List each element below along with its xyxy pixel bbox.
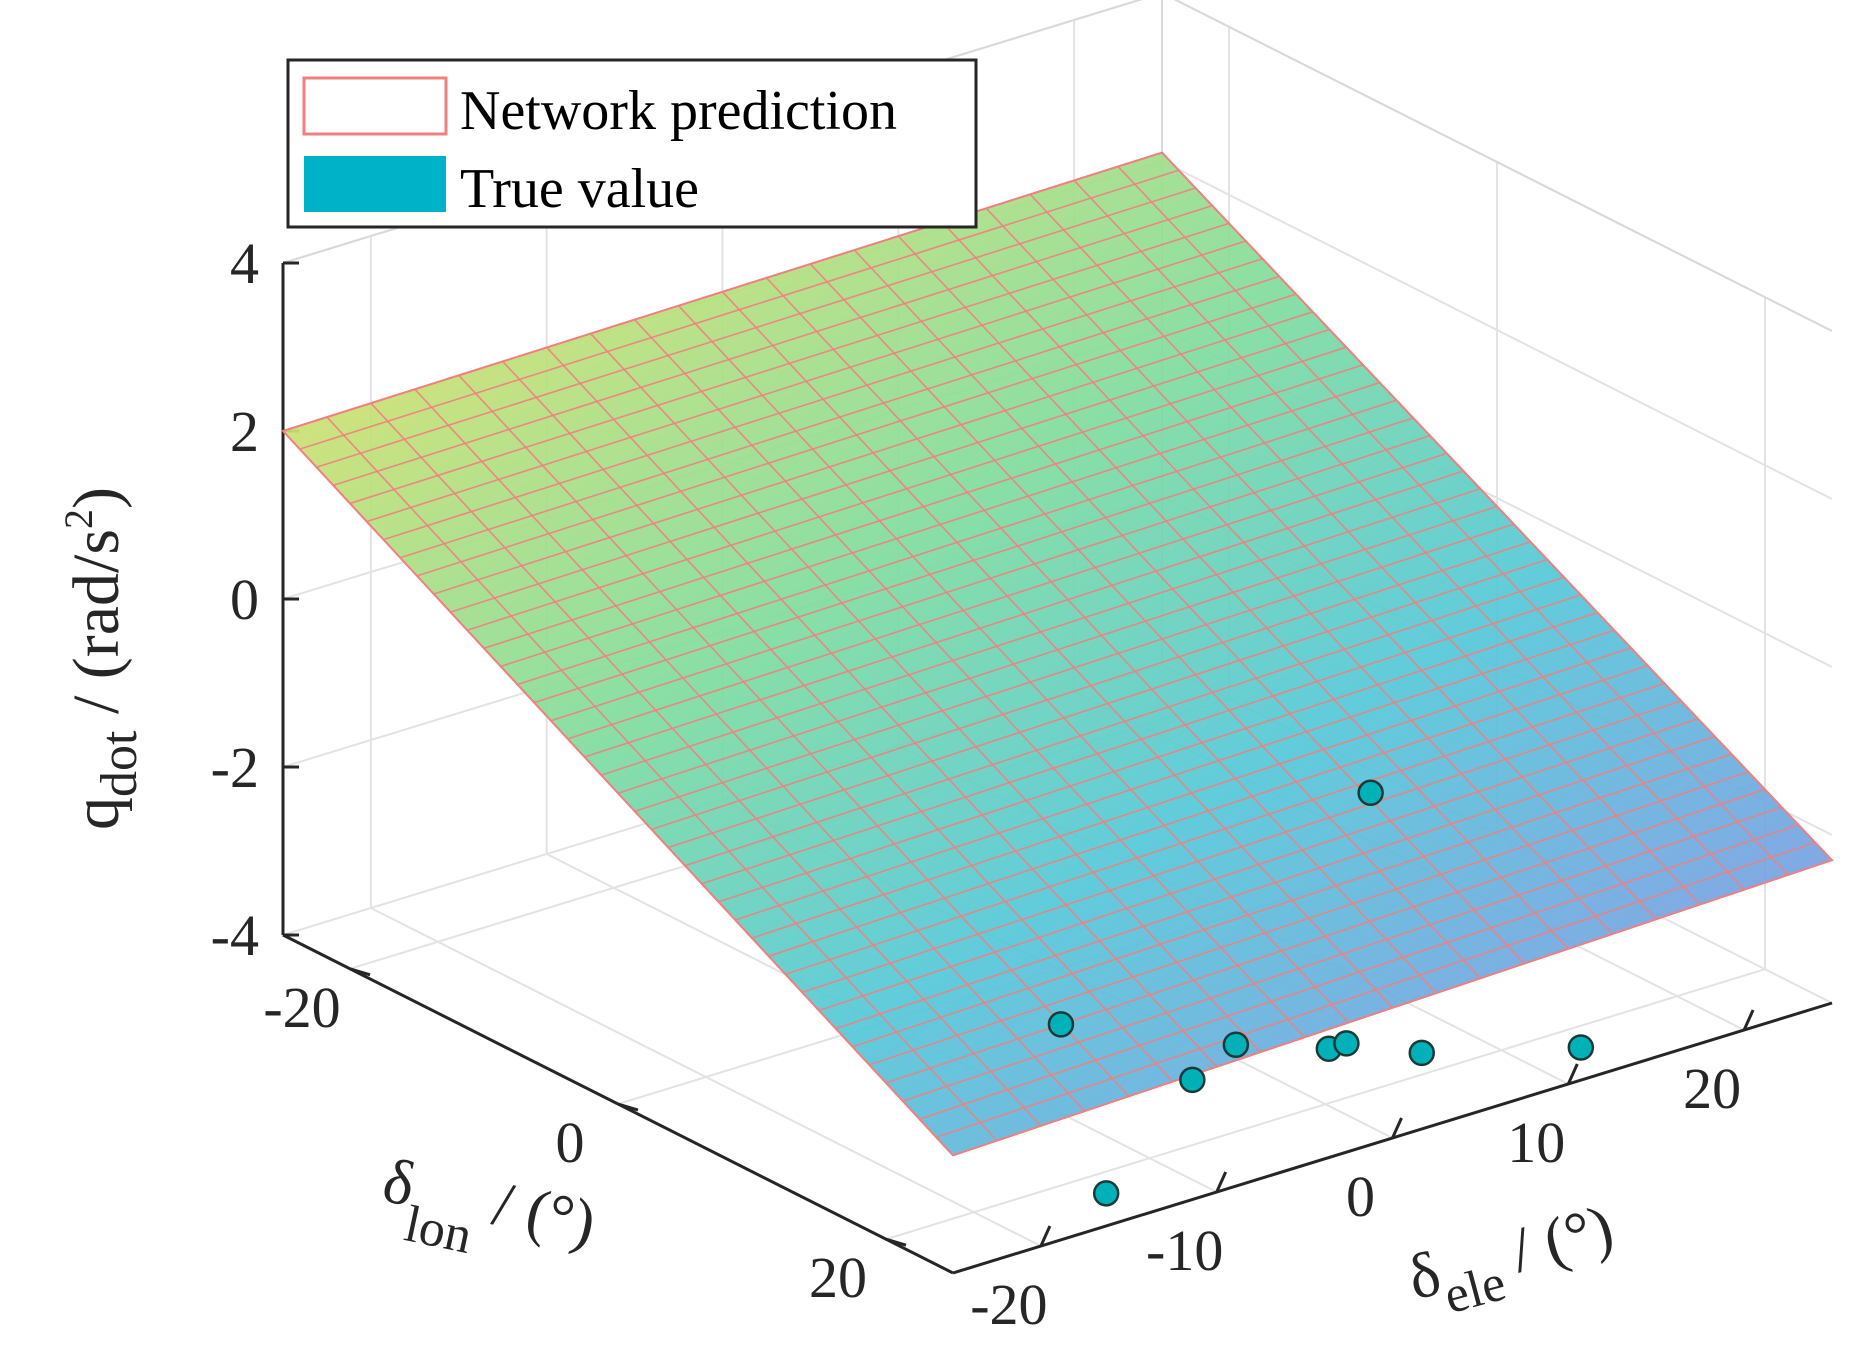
- legend-box: [286, 58, 978, 229]
- true-value-point: [1222, 1031, 1250, 1058]
- surface-mesh-line: [383, 257, 1263, 541]
- true-value-point: [1357, 779, 1384, 807]
- surface-mesh-line: [835, 735, 1716, 1030]
- surface-mesh-line: [617, 505, 1498, 794]
- surface-mesh-line: [701, 594, 1581, 885]
- y-tick-label: 0: [556, 1110, 585, 1175]
- axes: [281, 261, 1833, 1275]
- surface-mesh-line: [919, 824, 1799, 1120]
- x-tick-label: -10: [1146, 1218, 1223, 1283]
- true-value-point: [1333, 1030, 1360, 1057]
- box-edge: [1173, 0, 1833, 332]
- surface-fill: [281, 151, 1834, 1157]
- surface-mesh-line: [952, 859, 1833, 1157]
- surface-mesh-line: [517, 399, 1397, 686]
- surface-mesh-line: [550, 434, 1431, 722]
- x-tick-label: 20: [1683, 1056, 1741, 1121]
- z-tick-label: -4: [211, 903, 259, 968]
- surface-mesh-line: [818, 717, 1699, 1012]
- true-value-point: [1092, 1180, 1120, 1207]
- x-tick-label: 10: [1507, 1110, 1565, 1175]
- surface-mesh-line: [282, 151, 1163, 432]
- y-tick-mark: [349, 967, 371, 977]
- surface-mesh-line: [651, 541, 1531, 831]
- surface-mesh-line: [500, 381, 1380, 668]
- true-value-point: [1408, 1039, 1436, 1067]
- x-tick-mark: [1742, 1009, 1755, 1031]
- surface-mesh-line: [935, 841, 1816, 1139]
- y-tick-label: -20: [263, 975, 340, 1040]
- sidewall-gridline-z: [1161, 160, 1833, 500]
- z-tick-label: 4: [230, 231, 259, 296]
- surface-mesh-line: [734, 629, 1615, 921]
- surface-mesh-line: [299, 169, 1179, 450]
- legend-label-true: True value: [460, 158, 699, 220]
- z-tick-label: -2: [211, 735, 259, 800]
- surface-mesh-line: [567, 452, 1447, 740]
- surface-mesh-line: [333, 204, 1213, 487]
- legend-swatch-prediction: [302, 76, 448, 136]
- surface-mesh-line: [634, 523, 1514, 813]
- x-tick-label: 0: [1346, 1164, 1375, 1229]
- y-tick-label: 20: [809, 1245, 867, 1310]
- surface-mesh-line: [718, 611, 1598, 903]
- x-tick-mark: [1215, 1171, 1228, 1193]
- surface-mesh-line: [785, 682, 1665, 976]
- true-value-point: [1567, 1034, 1595, 1061]
- true-value-points: [1047, 779, 1595, 1207]
- x-tick-mark: [1391, 1117, 1403, 1139]
- prediction-surface: [281, 151, 1834, 1157]
- legend-label-prediction: Network prediction: [460, 80, 897, 142]
- surface-mesh-line: [349, 222, 1230, 505]
- surface-mesh-line: [416, 293, 1297, 577]
- surface-mesh-line: [450, 328, 1330, 613]
- surface-mesh-line: [902, 806, 1783, 1102]
- z-tick-label: 0: [230, 567, 259, 632]
- surface-mesh-line: [534, 417, 1414, 704]
- floor-gridline-y: [885, 968, 1766, 1241]
- z-tick-label: 2: [230, 399, 259, 464]
- true-value-point: [1179, 1066, 1206, 1094]
- surface-mesh-line: [433, 311, 1313, 595]
- legend-swatch-true: [304, 156, 446, 212]
- surface-mesh-line: [684, 576, 1565, 867]
- x-axis-label: δele / (°): [1400, 1191, 1625, 1333]
- surface-mesh-line: [852, 753, 1732, 1048]
- y-tick-mark: [885, 1237, 907, 1247]
- surface-mesh-line: [400, 275, 1280, 559]
- surface-mesh-line: [885, 788, 1766, 1084]
- surface-mesh-line: [801, 700, 1682, 994]
- surface-mesh-line: [668, 558, 1548, 849]
- x-tick-mark: [1039, 1225, 1052, 1247]
- surface-mesh-line: [467, 346, 1347, 631]
- z-axis-label: qdot / (rad/s2): [56, 487, 148, 830]
- y-tick-mark: [617, 1102, 639, 1112]
- legend: Network prediction True value: [286, 58, 978, 229]
- surface-mesh-line: [316, 187, 1196, 468]
- x-tick-label: -20: [970, 1272, 1047, 1337]
- surface-mesh-line: [751, 647, 1632, 939]
- surface-mesh-line: [483, 364, 1364, 650]
- surface-mesh-line: [768, 664, 1649, 957]
- surface-mesh-line: [601, 487, 1481, 776]
- surface-mesh-line: [868, 770, 1749, 1066]
- true-value-point: [1047, 1011, 1075, 1038]
- surface-mesh-line: [366, 240, 1246, 523]
- surface-mesh-line: [584, 470, 1464, 758]
- x-tick-mark: [1566, 1063, 1579, 1085]
